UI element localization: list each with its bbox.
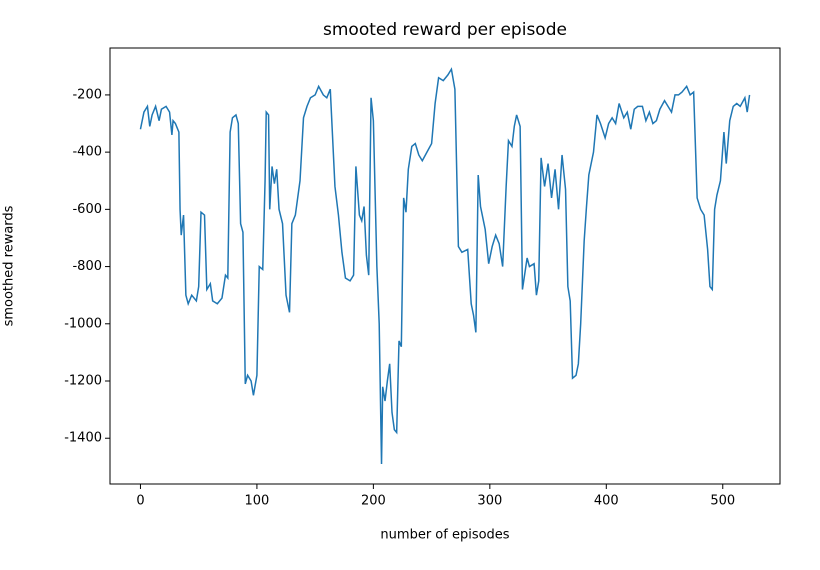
y-tick-label: -800 (72, 259, 102, 274)
y-tick-label: -1200 (64, 374, 102, 389)
y-axis-label: smoothed rewards (2, 205, 17, 326)
y-tick-label: -400 (72, 145, 102, 160)
x-tick-label: 300 (477, 494, 502, 509)
x-tick-label: 0 (136, 494, 144, 509)
y-tick-label: -600 (72, 202, 102, 217)
y-tick-label: -1400 (64, 431, 102, 446)
chart-title: smooted reward per episode (323, 20, 567, 40)
y-tick-label: -1000 (64, 316, 102, 331)
plot-frame (109, 47, 781, 485)
x-tick-label: 200 (361, 494, 386, 509)
x-tick-label: 100 (245, 494, 270, 509)
y-tick-label: -200 (72, 87, 102, 102)
x-tick-label: 400 (594, 494, 619, 509)
data-line (139, 67, 751, 464)
x-tick-label: 500 (710, 494, 735, 509)
x-axis-label: number of episodes (380, 528, 509, 543)
